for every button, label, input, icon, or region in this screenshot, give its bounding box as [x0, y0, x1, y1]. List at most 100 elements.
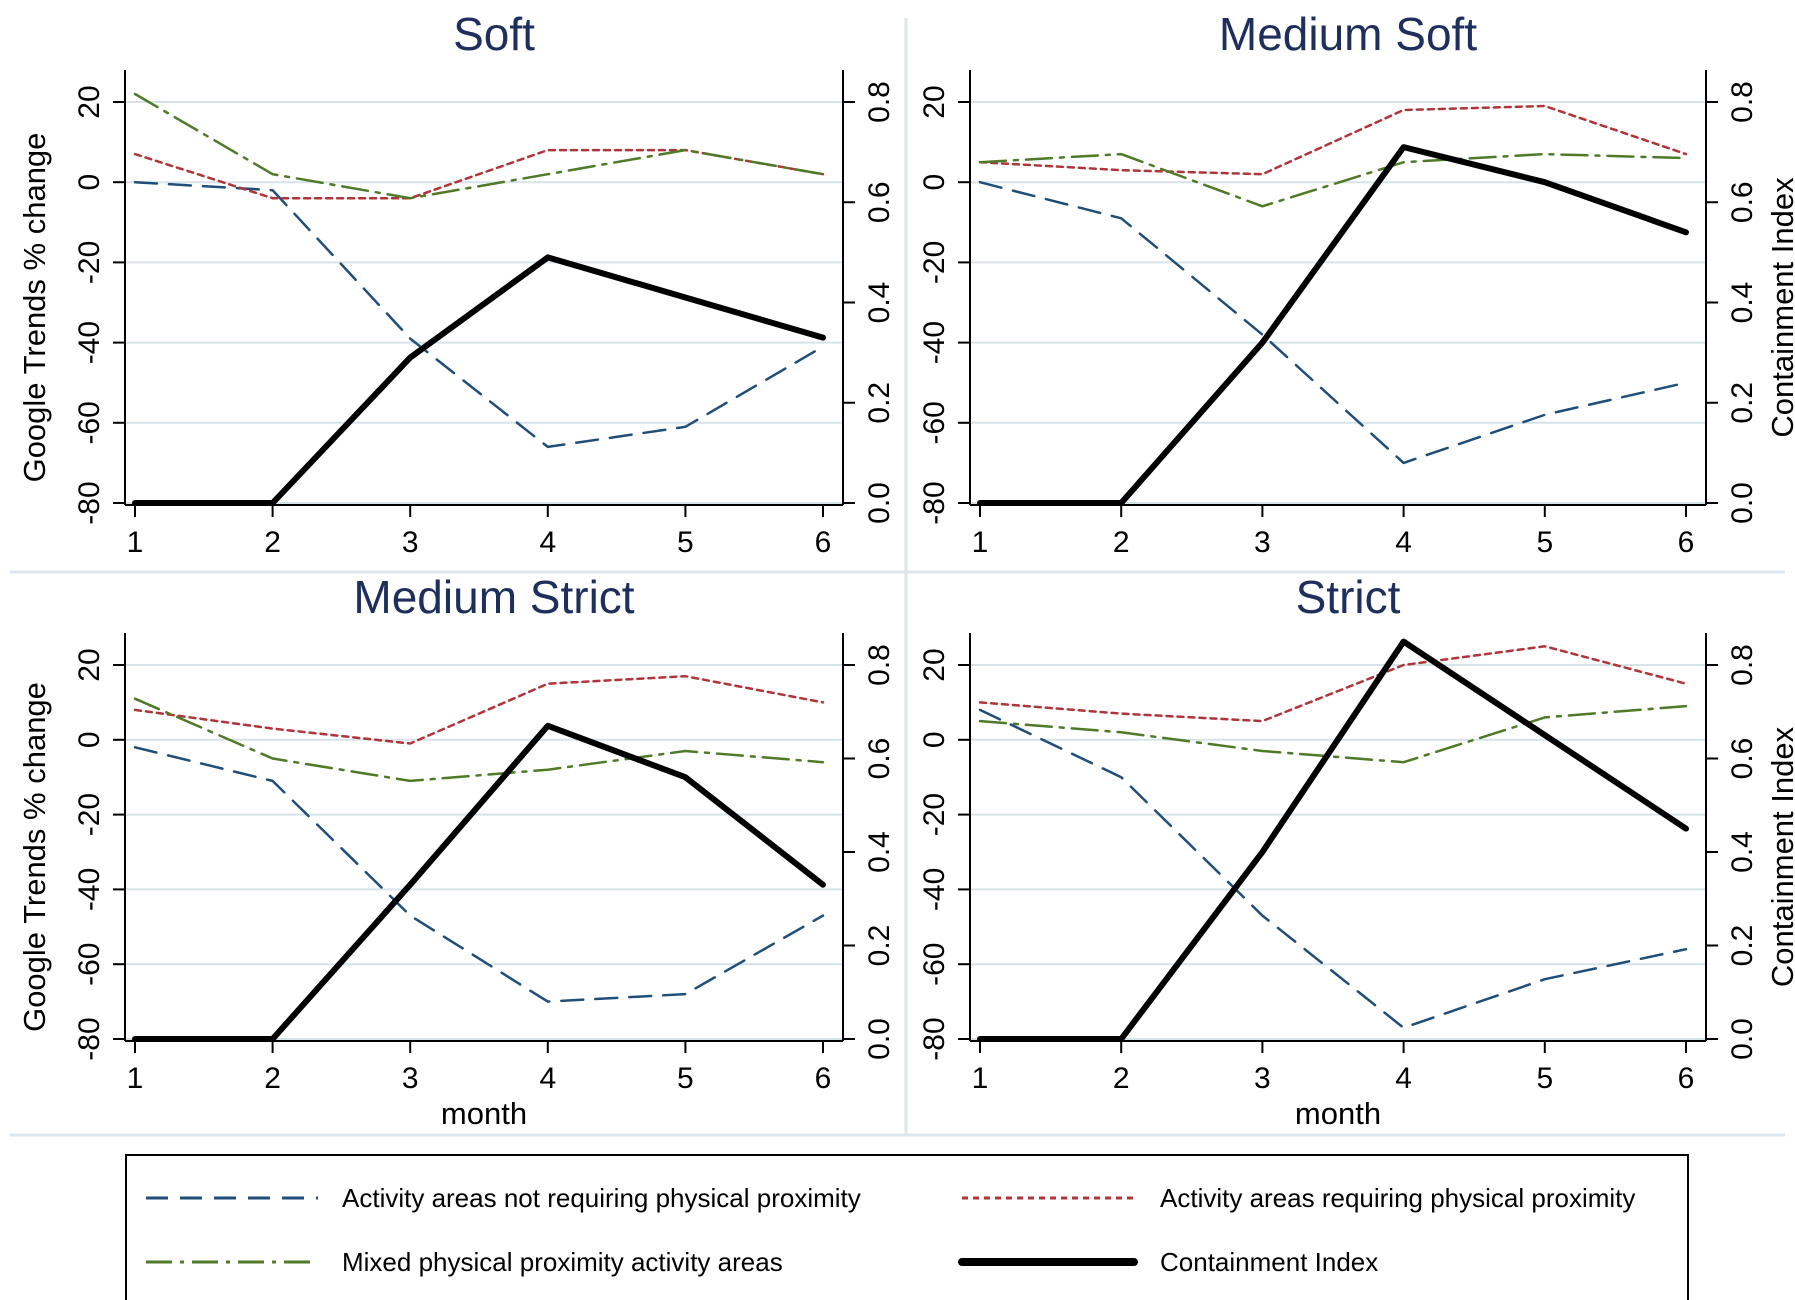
left-tick-label: -20	[73, 793, 106, 836]
right-tick-label: 0.6	[1726, 738, 1759, 780]
panel-3: Medium Strict 20 0 -20 -40 -60 -80 0.8 0.6 0.4 0.2…	[17, 571, 896, 1131]
right-tick-label: 0.4	[1726, 831, 1759, 873]
right-tick-label: 0.2	[863, 925, 896, 967]
left-tick-label: -40	[73, 321, 106, 364]
right-tick-label: 0.0	[863, 1018, 896, 1060]
series-line-requiring	[978, 104, 1688, 176]
x-tick-label: 3	[1254, 1062, 1271, 1095]
series-line-mixed	[133, 697, 825, 783]
right-tick-label: 0.0	[863, 482, 896, 524]
x-tick-label: 2	[264, 1062, 281, 1095]
right-tick-label: 0.4	[863, 831, 896, 873]
left-tick-label: -60	[73, 401, 106, 444]
series-line-containment	[132, 722, 826, 1042]
left-tick-label: 0	[73, 174, 106, 191]
left-tick-label: 20	[73, 648, 106, 681]
right-tick-label: 0.2	[1726, 925, 1759, 967]
series-line-mixed	[978, 704, 1688, 764]
right-tick-label: 0.0	[1726, 1018, 1759, 1060]
left-tick-label: -40	[73, 868, 106, 911]
left-axis-label: Google Trends % change	[17, 682, 52, 1032]
left-tick-label: -20	[73, 241, 106, 284]
right-tick-label: 0.8	[863, 81, 896, 123]
series-line-not-requiring	[978, 180, 1688, 465]
x-tick-label: 3	[402, 1062, 419, 1095]
right-tick-label: 0.6	[863, 181, 896, 223]
panel-1: Soft 20 0 -20 -40 -60 -80 0.8 0.6 0.4 0.2 0.0 1 2 3 4 5 6…	[17, 8, 896, 559]
series-line-mixed	[133, 92, 825, 200]
legend-label-requiring: Activity areas requiring physical proxim…	[1160, 1183, 1635, 1213]
x-tick-label: 5	[677, 526, 694, 559]
x-tick-label: 4	[539, 1062, 556, 1095]
x-tick-label: 2	[264, 526, 281, 559]
panel-title: Soft	[453, 8, 535, 60]
x-tick-label: 1	[127, 526, 144, 559]
right-tick-label: 0.0	[1726, 482, 1759, 524]
right-axis-label: Containment Index	[1765, 726, 1795, 987]
right-axis-label: Containment Index	[1765, 177, 1795, 438]
left-tick-label: 0	[918, 731, 951, 748]
x-axis-label: month	[441, 1096, 527, 1131]
right-tick-label: 0.2	[863, 382, 896, 424]
series-line-not-requiring	[133, 180, 825, 449]
x-axis-label: month	[1295, 1096, 1381, 1131]
x-tick-label: 5	[1536, 1062, 1553, 1095]
right-tick-label: 0.8	[863, 644, 896, 686]
series-line-requiring	[133, 674, 825, 745]
x-tick-label: 6	[815, 1062, 832, 1095]
panel-title: Medium Strict	[353, 571, 634, 623]
panel-title: Strict	[1296, 571, 1401, 623]
left-tick-label: -20	[918, 241, 951, 284]
left-tick-label: -60	[73, 943, 106, 986]
x-tick-label: 1	[972, 1062, 989, 1095]
left-tick-label: 20	[73, 85, 106, 118]
legend-label-mixed: Mixed physical proximity activity areas	[342, 1247, 783, 1277]
series-line-containment	[977, 638, 1689, 1042]
left-tick-label: -60	[918, 401, 951, 444]
right-tick-label: 0.8	[1726, 644, 1759, 686]
right-tick-label: 0.6	[863, 738, 896, 780]
x-tick-label: 4	[1395, 1062, 1412, 1095]
series-line-not-requiring	[133, 746, 825, 1003]
right-tick-label: 0.2	[1726, 382, 1759, 424]
series-line-not-requiring	[978, 708, 1688, 1030]
x-tick-label: 1	[127, 1062, 144, 1095]
left-tick-label: -20	[918, 793, 951, 836]
right-tick-label: 0.8	[1726, 81, 1759, 123]
left-tick-label: 0	[73, 731, 106, 748]
x-tick-label: 5	[1536, 526, 1553, 559]
left-tick-label: -60	[918, 943, 951, 986]
panel-2: Medium Soft 20 0 -20 -40 -60 -80 0.8 0.6 0.4 0.2 0.…	[918, 8, 1795, 559]
left-tick-label: 20	[918, 648, 951, 681]
legend-label-not-requiring: Activity areas not requiring physical pr…	[342, 1183, 861, 1213]
left-tick-label: -80	[918, 481, 951, 524]
left-tick-label: -80	[73, 481, 106, 524]
right-tick-label: 0.6	[1726, 181, 1759, 223]
left-tick-label: -40	[918, 868, 951, 911]
left-axis-label: Google Trends % change	[17, 133, 52, 483]
right-tick-label: 0.4	[1726, 282, 1759, 324]
x-tick-label: 6	[1678, 1062, 1695, 1095]
left-tick-label: -80	[73, 1017, 106, 1060]
series-line-mixed	[978, 152, 1688, 208]
left-tick-label: -40	[918, 321, 951, 364]
x-tick-label: 5	[677, 1062, 694, 1095]
left-tick-label: -80	[918, 1017, 951, 1060]
x-tick-label: 2	[1113, 1062, 1130, 1095]
panel-4: Strict 20 0 -20 -40 -60 -80 0.8 0.6 0.4 0.2 0.0 1 2 3 4…	[918, 571, 1795, 1131]
x-tick-label: 3	[1254, 526, 1271, 559]
legend-label-containment: Containment Index	[1160, 1247, 1378, 1277]
left-tick-label: 20	[918, 85, 951, 118]
x-tick-label: 4	[1395, 526, 1412, 559]
series-line-containment	[977, 144, 1689, 506]
x-tick-label: 6	[1678, 526, 1695, 559]
series-line-requiring	[978, 645, 1688, 723]
x-tick-label: 6	[815, 526, 832, 559]
x-tick-label: 4	[539, 526, 556, 559]
series-line-containment	[132, 254, 826, 506]
x-tick-label: 3	[402, 526, 419, 559]
x-tick-label: 1	[972, 526, 989, 559]
left-tick-label: 0	[918, 174, 951, 191]
